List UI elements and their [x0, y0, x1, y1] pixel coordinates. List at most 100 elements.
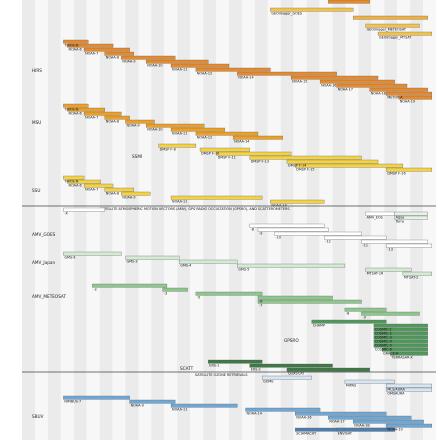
bar-label: -12	[325, 239, 331, 243]
background-stripe	[203, 0, 217, 440]
bar-label: CHAMP	[313, 323, 325, 327]
bar-label: NOAA-6	[69, 183, 82, 187]
timeline-bar	[257, 299, 362, 304]
bar-label: NOAA-14	[247, 411, 262, 415]
background-stripe	[60, 0, 74, 440]
bar-label: -3	[164, 291, 167, 295]
group-label: AMV_Japan	[32, 260, 55, 265]
bar-label: -8	[251, 227, 254, 231]
timeline-bar	[344, 379, 395, 384]
timeline-bar	[365, 23, 420, 28]
timeline-bar	[373, 323, 428, 328]
timeline-bar	[336, 83, 408, 88]
background-stripe	[293, 0, 307, 440]
timeline-bar	[353, 419, 424, 424]
bar-label: SCIAMACHY	[296, 431, 317, 435]
bar-label: MTSAT-2	[404, 275, 418, 279]
bar-label: METOP-A	[387, 95, 403, 99]
bar-label: NOAA-7	[85, 115, 98, 119]
timeline-bar	[386, 383, 433, 388]
timeline-bar	[270, 7, 354, 12]
timeline-bar	[295, 163, 404, 168]
bar-label: ERS-2	[251, 367, 261, 371]
bar-label: COSMIC-6	[375, 347, 392, 351]
timeline-bar	[63, 395, 130, 400]
timeline-bar	[146, 59, 209, 64]
bar-label: OMI/AURA	[387, 391, 405, 395]
timeline-bar	[170, 127, 226, 132]
bar-label: COSMIC-2	[375, 331, 392, 335]
timeline-bar	[170, 195, 263, 200]
section-separators	[22, 205, 436, 373]
bar-label: GOME	[263, 379, 273, 383]
bar-label: GEOimager_GOES	[271, 11, 302, 15]
timeline-bar	[67, 179, 101, 184]
timeline-bar	[63, 207, 105, 212]
timeline-bar	[386, 167, 433, 172]
timeline-bar	[216, 151, 292, 156]
background-stripe	[410, 0, 424, 440]
timeline-bar	[249, 155, 362, 160]
bar-label: MTSAT-1R	[367, 271, 384, 275]
bar-label: NOAA-8	[106, 191, 119, 195]
timeline-bar	[129, 399, 176, 404]
timeline-bar	[162, 287, 188, 292]
bar-label: NOAA-11	[172, 67, 187, 71]
bar-label: NOAA-11	[172, 131, 187, 135]
timeline-bar	[63, 175, 85, 180]
bar-label: DMSP F-10	[201, 151, 219, 155]
bar-label: DMSP F-16	[387, 171, 405, 175]
bar-label: NOAA-10	[147, 127, 162, 131]
timeline-bar	[290, 75, 379, 80]
group-label: HIRS	[32, 68, 42, 73]
bar-label: NOAA-10	[147, 63, 162, 67]
timeline-bar	[245, 407, 321, 412]
timeline-bar	[121, 191, 151, 196]
bar-label: NOAA-16	[296, 415, 311, 419]
timeline-bar	[199, 147, 250, 152]
timeline-bar	[353, 15, 428, 20]
bar-label: GMS-X	[64, 255, 76, 259]
background-stripe	[99, 0, 113, 440]
bar-label: GMS-3	[127, 259, 138, 263]
bar-label: NIMBUS-7	[64, 399, 81, 403]
bar-label: DMSP F-14	[288, 163, 306, 167]
bar-label: -10	[276, 235, 282, 239]
timeline-bar	[311, 319, 387, 324]
bar-label: NOAA-9	[131, 403, 144, 407]
background-stripe	[177, 0, 191, 440]
bar-label: QuikSCAT	[288, 371, 305, 375]
bar-label: NOAA-14	[238, 75, 253, 79]
bar-label: TERRASAR-X	[390, 355, 413, 359]
bar-label: -8	[346, 311, 349, 315]
background-stripe	[280, 0, 294, 440]
timeline-bar	[274, 231, 362, 236]
timeline-bar	[67, 107, 105, 112]
timeline-bar	[382, 347, 428, 352]
bar-label: TIROS-N	[63, 43, 78, 47]
timeline-bar	[361, 239, 428, 244]
timeline-bar	[195, 131, 259, 136]
bar-label: DMSP F-15	[296, 167, 314, 171]
timeline-bar	[386, 243, 433, 248]
timeline-bar	[257, 227, 329, 232]
bar-label: NOAA-19	[387, 427, 402, 431]
background-stripe	[267, 0, 281, 440]
background-stripes	[22, 0, 436, 440]
section-label: SATELLITE ATMOSPHERIC MOTION VECTORS (AM…	[100, 207, 290, 211]
timeline-bar	[373, 327, 428, 332]
bar-label: TIROS-N	[63, 107, 78, 111]
bar-label: NOAA-9	[122, 195, 135, 199]
timeline-bar	[394, 211, 428, 216]
bar-label: -7	[259, 303, 262, 307]
bar-label: -2	[93, 287, 96, 291]
timeline-bar	[328, 415, 412, 420]
bars-layer	[63, 0, 433, 432]
bar-label: NOAA-11	[172, 407, 187, 411]
timeline-bar	[394, 215, 428, 220]
bar-label: GEOimager_MTSAT	[379, 35, 412, 39]
timeline-bar	[92, 283, 168, 288]
background-stripe	[216, 0, 229, 440]
bar-label: GEOimager_METEOSAT	[367, 27, 407, 31]
